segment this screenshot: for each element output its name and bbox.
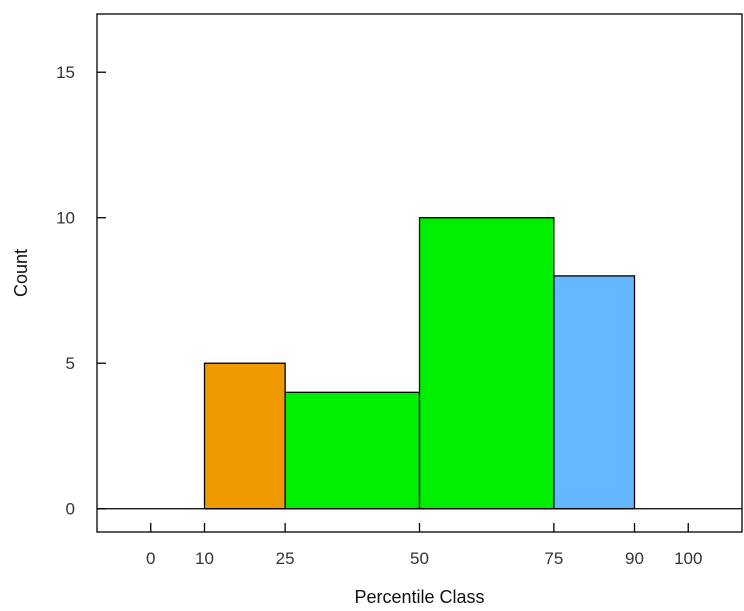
y-tick-label: 5 [66, 354, 75, 373]
x-axis-title: Percentile Class [354, 587, 484, 607]
x-axis: 0 10 25 50 75 90 100 [146, 523, 702, 568]
histogram-bar-50-75 [418, 217, 555, 510]
x-tick-label: 10 [195, 549, 214, 568]
y-axis: 0 5 10 15 [56, 63, 106, 519]
histogram-bar-25-50 [284, 391, 421, 510]
y-tick-label: 0 [66, 500, 75, 519]
y-axis-title: Count [11, 249, 31, 297]
x-tick-label: 90 [625, 549, 644, 568]
x-tick-label: 25 [276, 549, 295, 568]
x-tick-label: 75 [544, 549, 563, 568]
y-tick-label: 10 [56, 209, 75, 228]
bars-group [203, 217, 636, 510]
x-tick-label: 100 [674, 549, 702, 568]
histogram-bar-10-25 [203, 362, 286, 510]
histogram-bar-75-90 [553, 275, 636, 510]
x-tick-label: 0 [146, 549, 155, 568]
y-tick-label: 15 [56, 63, 75, 82]
x-tick-label: 50 [410, 549, 429, 568]
